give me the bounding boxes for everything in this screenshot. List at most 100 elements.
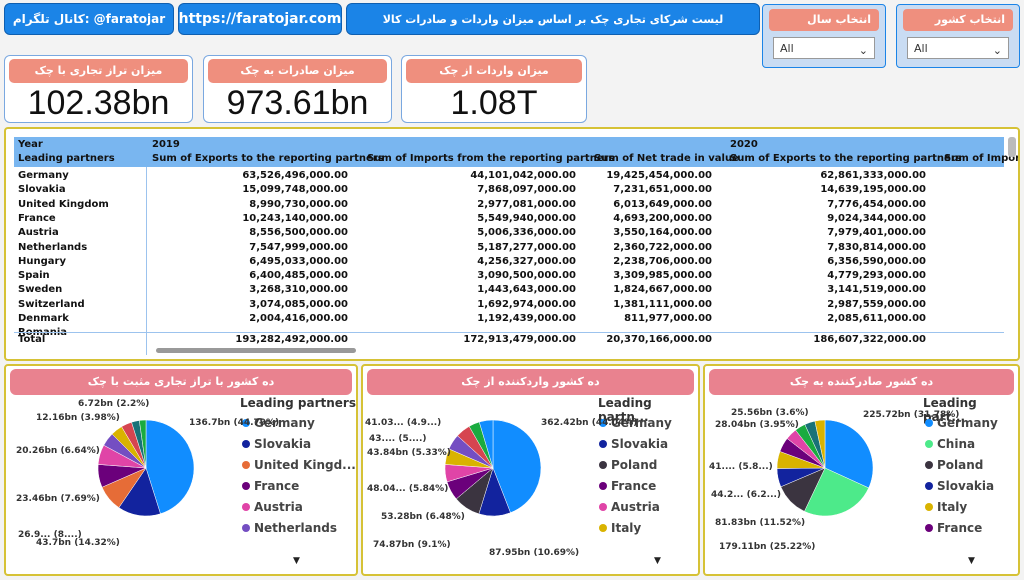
legend-item[interactable]: Italy: [599, 521, 641, 535]
legend-item[interactable]: China: [925, 437, 975, 451]
legend-item[interactable]: France: [242, 479, 299, 493]
vertical-scrollbar[interactable]: [1008, 137, 1016, 157]
partner-cell: Hungary: [18, 255, 66, 267]
table-row[interactable]: Austria 8,556,500,000.00 5,006,336,000.00 3…: [14, 227, 1004, 241]
legend-item[interactable]: France: [599, 479, 656, 493]
exports-column-header[interactable]: Sum of Exports to the reporting partners: [152, 153, 384, 164]
pie-data-label: 28.04bn (3.95%): [715, 420, 799, 430]
table-row[interactable]: Slovakia 15,099,748,000.00 7,868,097,000.0…: [14, 184, 1004, 198]
exports-cell: 3,074,085,000.00: [249, 298, 348, 310]
table-row[interactable]: Hungary 6,495,033,000.00 4,256,327,000.00 2…: [14, 256, 1004, 270]
legend-dot-icon: [925, 440, 933, 448]
telegram-channel[interactable]: کانال تلگرام: @faratojar: [4, 3, 174, 35]
imports-cell: 1,443,643,000.00: [477, 284, 576, 296]
net-cell: 1,381,111,000.00: [613, 298, 712, 310]
legend-item[interactable]: France: [925, 521, 982, 535]
pie-data-label: 87.95bn (10.69%): [489, 548, 580, 558]
column-divider: [146, 167, 147, 355]
legend-item[interactable]: Austria: [242, 500, 303, 514]
pie-slice-s10[interactable]: [139, 419, 147, 469]
table-row[interactable]: Denmark 2,004,416,000.00 1,192,439,000.00 8…: [14, 313, 1004, 327]
exports-cell: 15,099,748,000.00: [242, 184, 348, 196]
pie-slice-germany[interactable]: [145, 419, 195, 515]
table-row[interactable]: Spain 6,400,485,000.00 3,090,500,000.00 3,3…: [14, 270, 1004, 284]
legend-item[interactable]: Austria: [599, 500, 660, 514]
exports-cell: 7,547,999,000.00: [249, 241, 348, 253]
chart-title: ده کشور با تراز تجاری مثبت با چک: [10, 369, 352, 395]
pie-data-label: 41.03... (4.9...): [365, 418, 442, 428]
pie-slice-s10[interactable]: [478, 419, 494, 469]
imports-2020-column-header[interactable]: Sum of Impor: [944, 153, 1020, 164]
total-exports-2020: 186,607,322,000.00: [813, 334, 926, 345]
table-row[interactable]: Netherlands 7,547,999,000.00 5,187,277,000…: [14, 242, 1004, 256]
legend-item[interactable]: Germany: [599, 416, 672, 430]
exports-2020-cell: 2,987,559,000.00: [827, 298, 926, 310]
exports-cell: 10,243,140,000.00: [242, 212, 348, 224]
pie-chart[interactable]: [705, 366, 1022, 578]
table-row[interactable]: Sweden 3,268,310,000.00 1,443,643,000.00 1,…: [14, 284, 1004, 298]
pie-slice-germany[interactable]: [824, 419, 874, 489]
legend-item[interactable]: Slovakia: [242, 437, 311, 451]
website-link[interactable]: https://faratojar.com: [178, 3, 342, 35]
legend-title: Leading partners: [240, 396, 356, 410]
legend-item[interactable]: Slovakia: [925, 479, 994, 493]
legend-item[interactable]: United Kingd...: [242, 458, 356, 472]
legend-item[interactable]: Italy: [925, 500, 967, 514]
legend-label: France: [611, 479, 657, 493]
net-cell: 1,824,667,000.00: [613, 284, 712, 296]
trade-matrix[interactable]: Year 2019 2020 Leading partners Sum of E…: [4, 127, 1020, 361]
table-row[interactable]: Romania: [14, 327, 1004, 335]
legend-item[interactable]: Poland: [599, 458, 657, 472]
exports-cell: 3,268,310,000.00: [249, 284, 348, 296]
net-cell: 7,231,651,000.00: [613, 184, 712, 196]
year-slicer-label: انتخاب سال: [769, 9, 879, 31]
pie-data-label: 43.... (5....): [369, 434, 427, 444]
legend-scroll-down-icon[interactable]: ▼: [968, 556, 975, 566]
partner-cell: Romania: [18, 327, 67, 335]
legend-item[interactable]: Germany: [925, 416, 998, 430]
legend-scroll-down-icon[interactable]: ▼: [293, 556, 300, 566]
legend-item[interactable]: Netherlands: [242, 521, 337, 535]
legend-item[interactable]: Slovakia: [599, 437, 668, 451]
legend-scroll-down-icon[interactable]: ▼: [654, 556, 661, 566]
exports-cell: 8,556,500,000.00: [249, 227, 348, 239]
pie-chart[interactable]: [6, 366, 360, 578]
horizontal-scrollbar[interactable]: [156, 348, 356, 353]
legend-label: Slovakia: [254, 437, 312, 451]
partner-cell: Denmark: [18, 313, 69, 324]
country-dropdown[interactable]: All ⌄: [907, 37, 1009, 59]
year-dropdown[interactable]: All ⌄: [773, 37, 875, 59]
net-cell: 6,013,649,000.00: [613, 198, 712, 210]
partner-column-header[interactable]: Leading partners: [18, 153, 115, 164]
table-row[interactable]: Germany 63,526,496,000.00 44,101,042,000.0…: [14, 170, 1004, 184]
table-row[interactable]: United Kingdom 8,990,730,000.00 2,977,081,…: [14, 199, 1004, 213]
total-imports: 172,913,479,000.00: [463, 334, 576, 345]
legend-label: Germany: [611, 416, 672, 430]
net-column-header[interactable]: Sum of Net trade in value: [594, 153, 739, 164]
pie-data-label: 362.42bn (44.04%): [541, 418, 638, 428]
exports-cell: 6,495,033,000.00: [249, 255, 348, 267]
legend-label: Austria: [611, 500, 660, 514]
legend-item[interactable]: Poland: [925, 458, 983, 472]
pie-slice-s10[interactable]: [814, 419, 826, 469]
pie-chart[interactable]: [363, 366, 702, 578]
legend-label: China: [937, 437, 976, 451]
total-net: 20,370,166,000.00: [606, 334, 712, 345]
kpi-value: 973.61bn: [226, 84, 369, 122]
exports-2020-column-header[interactable]: Sum of Exports to the reporting partners: [730, 153, 962, 164]
table-row[interactable]: France 10,243,140,000.00 5,549,940,000.00 4…: [14, 213, 1004, 227]
table-row[interactable]: Switzerland 3,074,085,000.00 1,692,974,000…: [14, 299, 1004, 313]
pie-slice-china[interactable]: [804, 467, 869, 517]
legend-dot-icon: [599, 440, 607, 448]
imports-cell: 5,187,277,000.00: [477, 241, 576, 253]
net-cell: 811,977,000.00: [624, 313, 712, 324]
legend-label: United Kingd...: [254, 458, 356, 472]
legend-item[interactable]: Germany: [242, 416, 315, 430]
total-row: Total 193,282,492,000.00 172,913,479,000…: [14, 334, 1004, 348]
pie-data-label: 179.11bn (25.22%): [719, 542, 816, 552]
imports-cell: 3,090,500,000.00: [477, 270, 576, 282]
pie-slice-germany[interactable]: [492, 419, 542, 514]
kpi-trade-balance: میزان تراز تجاری با چک 102.38bn: [4, 55, 193, 123]
imports-column-header[interactable]: Sum of Imports from the reporting partne…: [367, 153, 615, 164]
pie-data-label: 20.26bn (6.64%): [16, 446, 100, 456]
